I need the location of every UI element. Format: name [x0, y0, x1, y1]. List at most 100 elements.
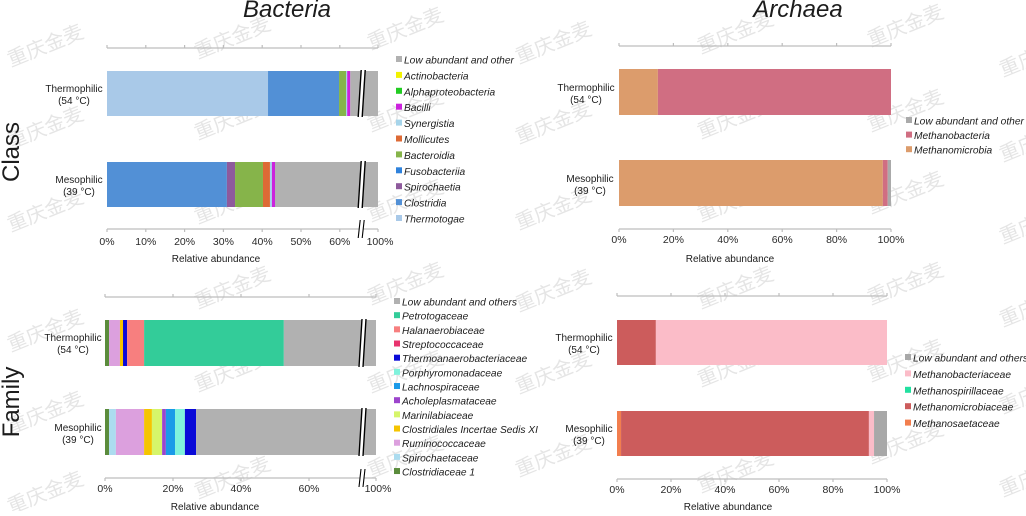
legend-label: Methanomicrobia	[914, 146, 992, 157]
legend-label: Petrotogaceae	[402, 312, 469, 323]
watermark-text: 重庆金麦	[364, 3, 447, 54]
legend-swatch	[394, 425, 400, 432]
legend-swatch	[396, 167, 402, 174]
category-temperature: (39 °C)	[62, 435, 94, 446]
category-name: Mesophilic	[565, 424, 612, 435]
legend-label: Bacilli	[404, 103, 431, 114]
axis-break-mark	[358, 318, 367, 368]
category-label-thermophilic: Thermophilic(54 °C)	[44, 333, 101, 356]
legend-item-thermotogae: Thermotogae	[396, 215, 465, 226]
bar-thermophilic	[617, 320, 887, 365]
legend-item-lachnospiraceae: Lachnospiraceae	[394, 383, 480, 394]
legend-item-bacilli: Bacilli	[396, 103, 431, 114]
legend-swatch	[396, 215, 402, 221]
x-tick-label: 60%	[298, 483, 319, 495]
legend-label: Lachnospiraceae	[402, 383, 480, 394]
bar-segment-clostridiaceae-1-mesophilic	[105, 409, 110, 455]
legend-label: Ruminococcaceae	[402, 439, 486, 450]
legend-label: Clostridiaceae 1	[402, 468, 475, 479]
legend-item-halanaerobiaceae: Halanaerobiaceae	[394, 326, 485, 337]
x-tick-label: 60%	[772, 234, 793, 246]
legend-label: Alphaproteobacteria	[403, 87, 496, 98]
axis-break-mark-bottom	[358, 468, 366, 488]
legend-label: Bacteroidia	[404, 151, 455, 162]
bar-thermophilic	[619, 69, 891, 115]
bar-segment-methanomicrobia-thermophilic	[619, 69, 658, 115]
x-tick-label: 40%	[230, 483, 251, 495]
legend-item-low-abundant-and-other: Low abundant and other	[906, 117, 1024, 128]
legend-swatch	[396, 103, 402, 110]
axis-break-gap	[359, 227, 364, 231]
bar-segment-clostridiales-incertae-sedis-xi-thermophilic	[119, 320, 124, 366]
legend-item-spirochaetaceae: Spirochaetaceae	[394, 453, 479, 464]
legend-item-alphaproteobacteria: Alphaproteobacteria	[396, 87, 496, 98]
x-tick-label: 0%	[611, 234, 626, 246]
axis-break-line	[361, 219, 365, 239]
category-name: Mesophilic	[566, 174, 613, 185]
column-title-bacteria: Bacteria	[243, 0, 331, 23]
bar-mesophilic	[105, 409, 376, 455]
legend-item-methanomicrobia: Methanomicrobia	[906, 146, 992, 157]
legend-swatch	[396, 151, 402, 158]
axis-break-mark	[357, 160, 366, 209]
axis-break-line	[362, 407, 367, 457]
x-tick-label: 80%	[822, 484, 843, 496]
legend-swatch	[394, 368, 400, 375]
chart-layer: 0% 10% 20% 30% 40% 50% 60% 100% Relative abundan…	[44, 43, 1026, 513]
category-temperature: (39 °C)	[574, 186, 606, 197]
legend-swatch	[905, 370, 911, 377]
legend-item-clostridia: Clostridia	[396, 199, 447, 210]
bar-segment-low-abundant-and-others-mesophilic	[196, 409, 376, 455]
legend-swatch	[396, 183, 402, 190]
legend-swatch	[394, 340, 400, 347]
bar-segment-marinilabiaceae-mesophilic	[151, 409, 163, 455]
legend-label: Mollicutes	[404, 135, 449, 146]
legend-swatch	[396, 135, 402, 142]
x-axis-label: Relative abundance	[686, 254, 775, 265]
legend-label: Low abundant and others	[913, 354, 1026, 365]
x-tick-label: 40%	[717, 234, 738, 246]
x-tick-label: 20%	[162, 483, 183, 495]
x-tick-label: 80%	[826, 234, 847, 246]
legend-swatch	[394, 468, 400, 475]
axis-break-gap	[359, 319, 366, 367]
axis-break-line	[357, 69, 362, 118]
watermark-text: 重庆金麦	[694, 262, 777, 313]
category-label-mesophilic: Mesophilic(39 °C)	[54, 423, 101, 446]
category-temperature: (54 °C)	[570, 95, 602, 106]
x-tick-label: 100%	[878, 234, 905, 246]
legend-swatch	[905, 354, 911, 360]
x-tick-label: 50%	[290, 236, 311, 248]
legend-label: Clostridia	[404, 199, 447, 210]
legend-swatch	[906, 146, 912, 153]
x-tick-label: 10%	[135, 236, 156, 248]
legend-item-fusobacteriia: Fusobacteriia	[396, 167, 465, 178]
legend-label: Streptococcaceae	[402, 340, 484, 351]
axis-break-line	[358, 318, 363, 368]
legend-swatch	[394, 298, 400, 304]
legend-item-methanomicrobiaceae: Methanomicrobiaceae	[905, 403, 1014, 414]
bar-thermophilic	[107, 71, 378, 116]
legend-swatch	[394, 453, 400, 460]
axis-break-gap	[359, 408, 366, 456]
x-tick-label: 40%	[252, 236, 273, 248]
legend-label: Actinobacteria	[403, 71, 469, 82]
watermark-text: 重庆金麦	[996, 30, 1026, 81]
legend-label: Marinilabiaceae	[402, 411, 474, 422]
x-tick-label: 100%	[874, 484, 901, 496]
bar-segment-bacilli-mesophilic	[271, 162, 276, 207]
x-tick-label: 40%	[714, 484, 735, 496]
x-tick-label: 60%	[329, 236, 350, 248]
chart-bacteria-class: 0% 10% 20% 30% 40% 50% 60% 100% Relative abundan…	[45, 45, 514, 265]
x-tick-label: 0%	[99, 236, 114, 248]
legend-item-ruminococcaceae: Ruminococcaceae	[394, 439, 486, 450]
watermark-text: 重庆金麦	[191, 262, 274, 313]
axis-break-gap	[358, 161, 366, 208]
bar-segment-acholeplasmataceae-mesophilic	[162, 409, 166, 455]
bar-segment-methanomicrobiaceae-mesophilic	[621, 411, 869, 456]
category-temperature: (54 °C)	[57, 345, 89, 356]
bar-segment-bacteroidia-thermophilic	[339, 71, 347, 116]
chart-bacteria-family: 0% 20% 40% 60% 100% Relative abundance Thermop…	[44, 294, 538, 513]
axis-break-line	[358, 468, 362, 488]
legend-swatch	[906, 117, 912, 123]
